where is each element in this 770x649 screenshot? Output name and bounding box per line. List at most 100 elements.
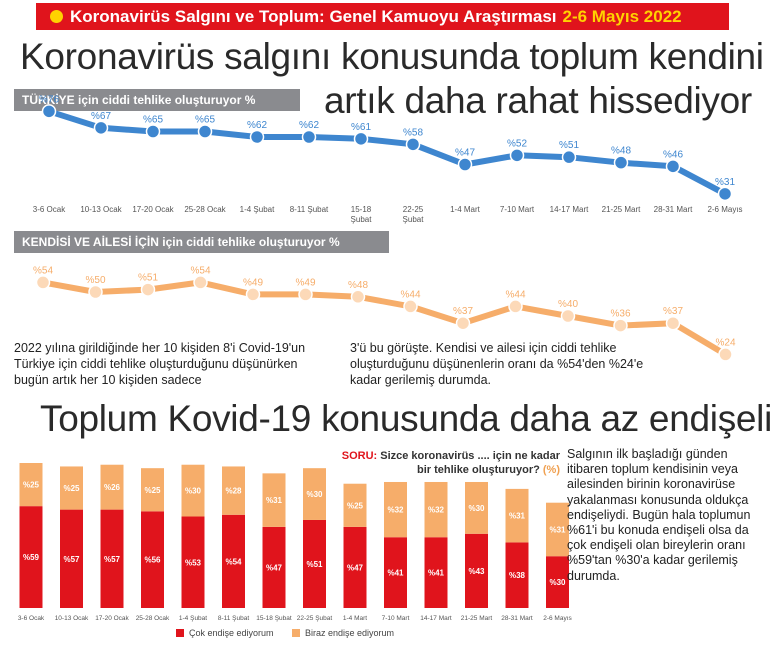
bar-somewhat-worried-label: %30 [306,490,323,499]
family-point [455,315,471,331]
turkey-point-label: %62 [247,120,267,131]
turkey-point [457,157,473,172]
turkey-point [353,131,369,147]
survey-question: SORU: Sizce koronavirüs .... için ne kad… [322,449,560,477]
bar-very-worried [303,519,326,608]
bar-very-worried [60,509,83,608]
turkey-tick-label: 28-31 Mart [654,205,693,214]
bar-somewhat-worried [424,481,448,538]
paragraph-1-left: 2022 yılına girildiğinde her 10 kişiden … [14,341,306,387]
turkey-tick-label: 21-25 Mart [602,205,641,214]
bar-somewhat-worried-label: %25 [23,481,40,490]
family-point-label: %36 [610,309,630,320]
bar-tick-label: 3-6 Ocak [18,615,45,622]
bar-somewhat-worried-label: %31 [509,512,526,521]
turkey-tick-label: 3-6 Ocak [33,205,66,214]
bar-very-worried-label: %30 [549,578,566,587]
bar-very-worried-label: %57 [104,555,121,564]
bar-very-worried-label: %51 [306,560,323,569]
bar-very-worried-label: %56 [144,556,161,565]
bar-tick-label: 7-10 Mart [382,615,410,622]
bar-very-worried [465,533,488,608]
bar-very-worried-label: %47 [266,563,283,572]
bar-very-worried [19,506,43,608]
family-point-label: %40 [558,299,578,310]
turkey-tick-label: 22-25 [403,205,424,214]
bar-tick-label: 25-28 Ocak [136,615,170,622]
turkey-point [197,124,213,139]
bar-very-worried [384,537,407,608]
turkey-chart-title: TÜRKİYE için ciddi tehlike oluşturuyor % [14,89,300,111]
bar-very-worried [100,509,124,608]
turkey-point-label: %65 [143,115,163,126]
turkey-point-label: %61 [351,122,371,133]
family-line [40,279,729,358]
bar-tick-label: 22-25 Şubat [297,615,333,622]
bar-tick-label: 1-4 Şubat [179,615,207,622]
bar-somewhat-worried-label: %32 [428,506,445,515]
bar-very-worried [424,537,448,608]
turkey-tick-label: 14-17 Mart [550,205,589,214]
family-point [193,275,208,290]
turkey-point [665,159,681,174]
bar-very-worried [141,511,164,608]
bar-very-worried-label: %41 [428,569,445,578]
family-point-label: %44 [505,289,525,300]
bar-very-worried [262,526,286,608]
bar-very-worried [222,514,245,608]
bar-somewhat-worried [19,463,43,507]
bar-very-worried [343,526,367,608]
header-title: Koronavirüs Salgını ve Toplum: Genel Kam… [70,6,557,26]
bar-very-worried-label: %41 [387,569,404,578]
bar-somewhat-worried [181,464,205,517]
turkey-tick-label: 10-13 Ocak [80,205,122,214]
bar-somewhat-worried [100,464,124,510]
legend-item-somewhat-worried: Biraz endişe ediyorum [292,628,394,638]
turkey-point-label: %31 [715,177,735,188]
paragraph-2: Salgının ilk başladığı günden itibaren t… [567,447,751,583]
family-point [403,299,418,314]
bar-tick-label: 14-17 Mart [420,615,452,622]
family-point-label: %49 [295,277,315,288]
family-point [245,287,261,302]
bar-very-worried-label: %54 [225,557,242,566]
turkey-tick-label: 15-18 [351,205,372,214]
paragraph-1-right: 3'ü bu görüşte. Kendisi ve ailesi için c… [350,341,644,387]
bar-tick-label: 2-6 Mayıs [543,615,572,622]
turkey-point-label: %58 [403,127,423,138]
bar-very-worried [181,516,205,608]
family-chart-title: KENDİSİ VE AİLESİ İÇİN için ciddi tehlik… [14,231,389,253]
family-point-label: %50 [85,275,105,286]
question-text-2: bir tehlike oluşturuyor? [416,464,540,476]
question-text-1: Sizce koronavirüs .... için ne kadar [380,450,560,462]
header-banner: Koronavirüs Salgını ve Toplum: Genel Kam… [36,3,729,30]
bar-somewhat-worried [303,468,326,520]
bar-very-worried-label: %59 [23,553,40,562]
turkey-point [561,149,577,165]
turkey-point [145,124,161,139]
bar-very-worried-label: %53 [185,558,202,567]
bar-somewhat-worried-label: %25 [63,484,80,493]
turkey-tick-label: 25-28 Ocak [184,205,226,214]
bar-somewhat-worried [343,483,367,527]
turkey-point [613,155,629,170]
bar-very-worried-label: %47 [347,563,364,572]
bar-somewhat-worried-label: %25 [347,501,364,510]
bar-tick-label: 1-4 Mart [343,615,367,622]
turkey-tick-label: 8-11 Şubat [290,205,329,214]
family-point-label: %49 [243,277,263,288]
family-point [613,318,628,333]
header-date: 2-6 Mayıs 2022 [562,6,682,26]
turkey-tick-label: 2-6 Mayıs [707,205,742,214]
bar-tick-label: 15-18 Şubat [256,615,292,622]
turkey-point-label: %52 [507,138,527,149]
turkey-tick-label: 1-4 Mart [450,205,481,214]
question-unit: (%) [542,464,560,476]
bar-somewhat-worried-label: %28 [225,487,242,496]
turkey-point-label: %48 [611,146,631,157]
bar-tick-label: 10-13 Ocak [55,615,89,622]
bar-very-worried [505,542,529,608]
bar-tick-label: 28-31 Mart [501,615,533,622]
turkey-point [301,129,317,145]
family-point [140,282,156,297]
